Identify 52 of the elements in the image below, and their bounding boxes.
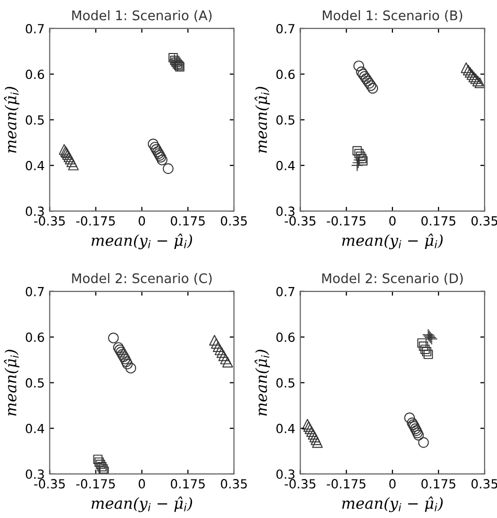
x-tick-label: -0.175 <box>76 479 115 489</box>
y-axis-title: mean(μ̂$_{i}$) <box>254 350 270 416</box>
x-tick-label: 0.175 <box>421 479 456 489</box>
x-axis-title: mean(y$_{i}$ − μ̂$_{i}$) <box>92 234 192 250</box>
x-tick-label: 0.175 <box>170 479 205 489</box>
y-axis-title: mean(μ̂$_{i}$) <box>254 86 270 153</box>
x-axis-title: mean(y$_{i}$ − μ̂$_{i}$) <box>92 496 192 512</box>
y-tick-label: 0.6 <box>26 70 44 80</box>
y-tick-label: 0.3 <box>26 469 44 479</box>
x-tick-label: 0.35 <box>471 216 497 226</box>
y-tick-label: 0.4 <box>26 424 44 434</box>
x-tick-label: 0 <box>389 479 396 489</box>
y-tick-label: 0.6 <box>276 70 295 80</box>
x-tick-label: -0.175 <box>326 216 366 226</box>
y-tick-label: 0.7 <box>276 286 294 296</box>
x-tick-label: -0.35 <box>284 479 316 489</box>
x-tick-label: -0.35 <box>34 216 65 226</box>
x-tick-label: -0.175 <box>326 479 366 489</box>
y-tick-label: 0.4 <box>26 160 44 170</box>
y-tick-label: 0.3 <box>26 206 44 216</box>
x-tick-label: 0.35 <box>471 479 497 489</box>
x-tick-label: 0.35 <box>220 479 247 489</box>
y-tick-label: 0.6 <box>26 332 44 342</box>
y-axis-title: mean(μ̂$_{i}$) <box>4 86 20 153</box>
chart-title: Model 1: Scenario (B) <box>322 10 462 22</box>
x-axis-title: mean(y$_{i}$ − μ̂$_{i}$) <box>342 496 443 512</box>
x-axis-title: mean(y$_{i}$ − μ̂$_{i}$) <box>342 234 443 250</box>
x-tick-label: 0 <box>138 216 145 226</box>
chart-title: Model 2: Scenario (C) <box>72 273 212 285</box>
y-tick-label: 0.7 <box>26 24 44 34</box>
x-tick-label: 0.35 <box>220 216 247 226</box>
x-tick-label: -0.35 <box>34 479 65 489</box>
y-tick-label: 0.5 <box>26 115 44 125</box>
y-tick-label: 0.4 <box>276 160 295 170</box>
y-tick-label: 0.5 <box>276 378 294 388</box>
y-tick-label: 0.5 <box>26 378 44 388</box>
chart-title: Model 1: Scenario (A) <box>72 10 212 22</box>
x-tick-label: 0 <box>138 479 145 489</box>
y-tick-label: 0.3 <box>276 469 294 479</box>
y-tick-label: 0.3 <box>276 206 294 216</box>
y-tick-label: 0.7 <box>276 24 294 34</box>
y-tick-label: 0.4 <box>276 424 295 434</box>
y-tick-label: 0.7 <box>26 286 44 296</box>
chart-title: Model 2: Scenario (D) <box>322 273 463 285</box>
y-tick-label: 0.5 <box>276 115 294 125</box>
y-tick-label: 0.6 <box>276 332 295 342</box>
x-tick-label: 0.175 <box>170 216 205 226</box>
x-tick-label: -0.35 <box>284 216 316 226</box>
x-tick-label: 0 <box>389 216 396 226</box>
y-axis-title: mean(μ̂$_{i}$) <box>4 350 20 416</box>
x-tick-label: 0.175 <box>421 216 456 226</box>
x-tick-label: -0.175 <box>76 216 115 226</box>
